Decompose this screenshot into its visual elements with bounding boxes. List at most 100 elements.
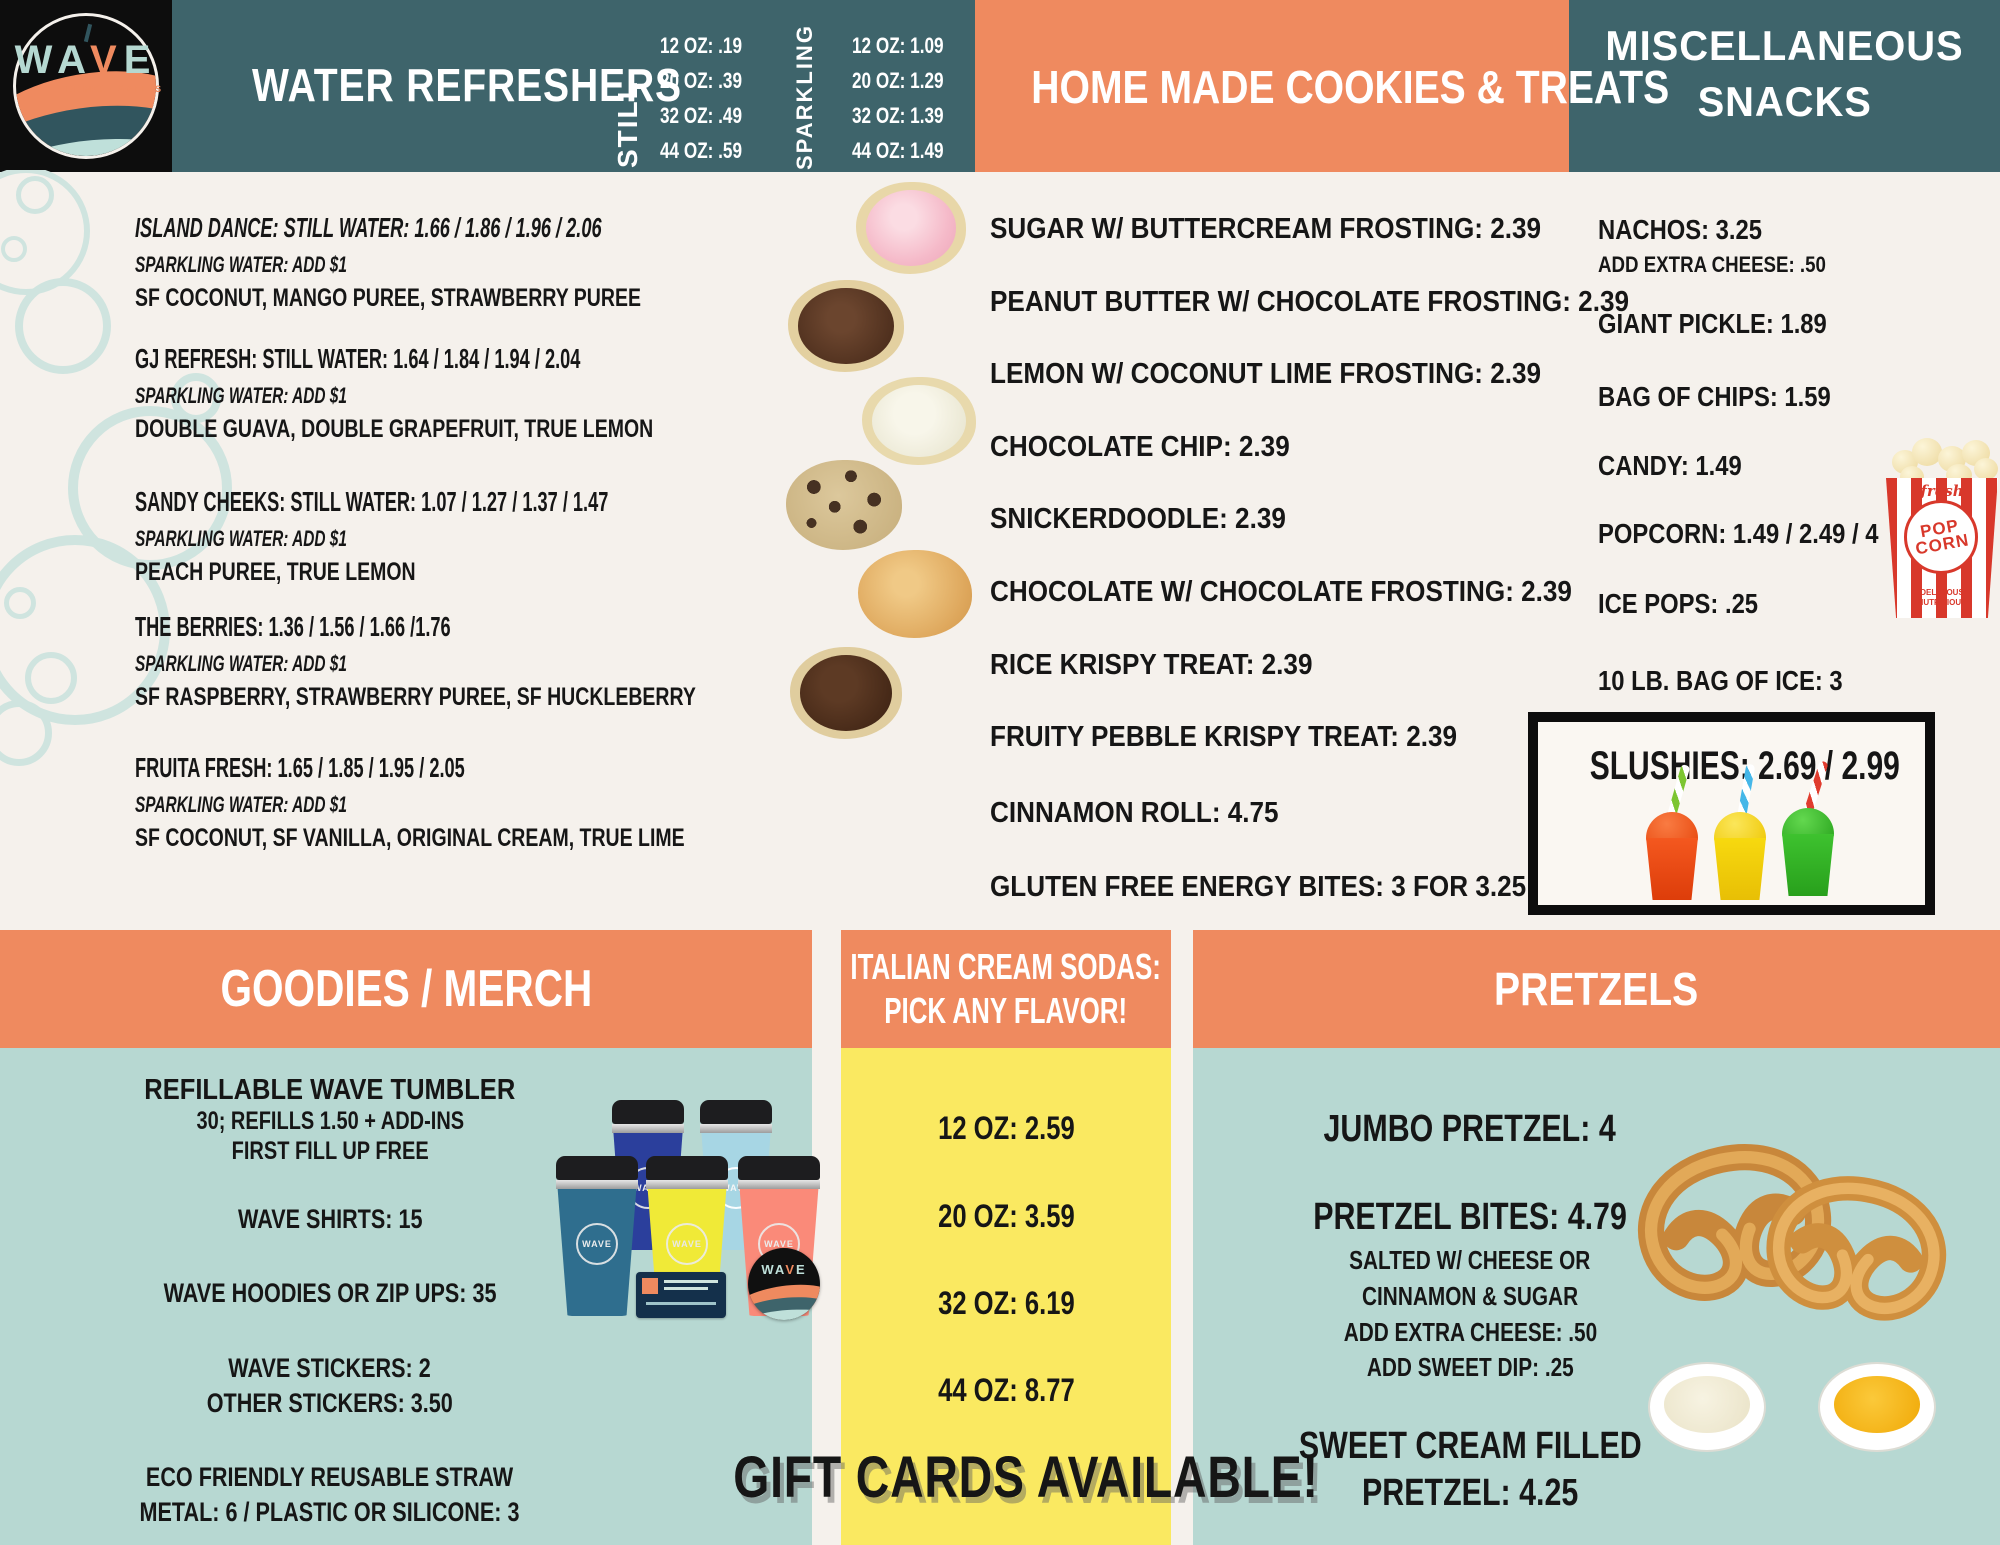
misc-header-band [1569,0,2000,172]
goodies-line: METAL: 6 / PLASTIC OR SILICONE: 3 [139,1497,521,1527]
sparkling-price-line: 44 OZ: 1.49 [852,138,944,163]
treat-row: SUGAR W/ BUTTERCREAM FROSTING: 2.39 [990,213,1542,245]
treat-row: GLUTEN FREE ENERGY BITES: 3 FOR 3.25 [990,871,1527,903]
slushie-orange-image [1643,763,1701,904]
bubble-icon [1,236,27,262]
water-item-flavors: SF COCONUT, MANGO PUREE, STRAWBERRY PURE… [135,284,641,312]
treat-row: CHOCOLATE W/ CHOCOLATE FROSTING: 2.39 [990,576,1572,608]
water-item-title: FRUITA FRESH: 1.65 / 1.85 / 1.95 / 2.05 [135,752,465,783]
popcorn-tagline: DELICIOUS NUTRITIOUS [1917,588,1967,607]
treat-row: RICE KRISPY TREAT: 2.39 [990,649,1313,681]
still-price-line: 20 OZ: .39 [660,68,743,93]
wave-wordmark: WAVE [14,38,158,82]
pretzel-line: ADD EXTRA CHEESE: .50 [1343,1317,1597,1347]
pretzels-title: PRETZELS [1494,963,1699,1015]
pretzels-header-band: PRETZELS [1193,930,2000,1048]
misc-row: POPCORN: 1.49 / 2.49 / 4 [1598,518,1879,549]
tumblers-image: WAVE WAVE WAVE WAVE WAVE WAVE [540,1090,840,1330]
misc-row: BAG OF CHIPS: 1.59 [1598,381,1831,412]
sugar-cookie-image [856,182,966,274]
bubble-icon [4,587,36,619]
water-refreshers-header-band [172,0,975,172]
soda-price-row: 44 OZ: 8.77 [937,1372,1075,1408]
bubble-icon [68,406,232,570]
pretzel-line: PRETZEL: 4.25 [1361,1472,1579,1514]
bubble-icon [15,278,111,374]
water-item-flavors: PEACH PUREE, TRUE LEMON [135,558,416,586]
water-item-flavors: DOUBLE GUAVA, DOUBLE GRAPEFRUIT, TRUE LE… [135,415,654,443]
water-item-title: GJ REFRESH: STILL WATER: 1.64 / 1.84 / 1… [135,343,581,374]
still-price-line: 12 OZ: .19 [660,33,743,58]
sodas-title-line1: ITALIAN CREAM SODAS: [850,946,1162,987]
goodies-line: WAVE SHIRTS: 15 [237,1204,423,1234]
goodies-header-band: GOODIES / MERCH [0,930,812,1048]
water-item-flavors: SF COCONUT, SF VANILLA, ORIGINAL CREAM, … [135,824,685,852]
water-item-note: SPARKLING WATER: ADD $1 [135,252,347,277]
pretzel-line: CINNAMON & SUGAR [1361,1281,1579,1311]
popcorn-fresh-script: fresh [1920,482,1964,500]
cream-dip-image [1648,1362,1766,1452]
pretzel-line: SALTED W/ CHEESE OR [1349,1245,1591,1275]
goodies-line: ECO FRIENDLY REUSABLE STRAW [146,1462,514,1492]
bubble-icon [16,176,54,214]
slushie-yellow-image [1711,763,1769,904]
water-item-note: SPARKLING WATER: ADD $1 [135,383,347,408]
soda-price-row: 20 OZ: 3.59 [937,1198,1075,1234]
cookies-title: HOME MADE COOKIES & TREATS [1031,61,1670,113]
cookies-header-band [975,0,1569,172]
cheese-dip-image [1818,1362,1936,1452]
pretzel-line: JUMBO PRETZEL: 4 [1323,1108,1617,1150]
bubbles-decoration [0,170,2000,930]
popcorn-box-image: fresh POP CORN DELICIOUS NUTRITIOUS [1886,436,1998,618]
sparkling-price-line: 32 OZ: 1.39 [852,103,944,128]
treat-row: PEANUT BUTTER W/ CHOCOLATE FROSTING: 2.3… [990,286,1629,318]
soda-price-row: 32 OZ: 6.19 [937,1285,1075,1321]
popcorn-circle-label: POP CORN [1904,500,1978,574]
brand-logo: WAVE DRINKS • SWEETS [0,0,172,172]
pretzel-line: ADD SWEET DIP: .25 [1366,1352,1574,1382]
wave-sticker-image: WAVE [748,1248,820,1320]
tumbler-teal-image: WAVE [556,1156,638,1316]
soda-price-row: 12 OZ: 2.59 [937,1110,1075,1146]
water-item-title: ISLAND DANCE: STILL WATER: 1.66 / 1.86 /… [135,212,602,243]
sodas-title-line2: PICK ANY FLAVOR! [884,990,1128,1031]
water-refreshers-title: WATER REFRESHERS [252,59,682,111]
bubble-icon [171,373,221,423]
water-item-title: SANDY CHEEKS: STILL WATER: 1.07 / 1.27 /… [135,486,609,517]
sparkling-price-line: 12 OZ: 1.09 [852,33,944,58]
pretzel-image [1766,1176,1947,1321]
misc-row: NACHOS: 3.25 [1598,214,1762,245]
snickerdoodle-cookie-image [858,550,972,638]
sodas-header-band: ITALIAN CREAM SODAS: PICK ANY FLAVOR! [841,930,1171,1048]
water-item-flavors: SF RASPBERRY, STRAWBERRY PUREE, SF HUCKL… [135,683,696,711]
bubble-icon [0,700,52,766]
goodies-line: FIRST FILL UP FREE [231,1137,429,1165]
treat-row: FRUITY PEBBLE KRISPY TREAT: 2.39 [990,721,1458,753]
misc-row-sub: ADD EXTRA CHEESE: .50 [1598,252,1826,277]
misc-title-line1: MISCELLANEOUS [1605,22,1964,69]
chocolate-chip-cookie-image [786,460,902,550]
goodies-line: WAVE HOODIES OR ZIP UPS: 35 [163,1278,497,1308]
gift-cards-banner: GIFT CARDS AVAILABLE! [733,1445,1319,1510]
chocolate-cookie-image [790,647,902,739]
slushie-green-image [1779,760,1837,900]
water-item-note: SPARKLING WATER: ADD $1 [135,526,347,551]
misc-row: 10 LB. BAG OF ICE: 3 [1598,665,1843,696]
sparkling-prices: 12 OZ: 1.09 20 OZ: 1.29 32 OZ: 1.39 44 O… [852,28,969,168]
goodies-line: WAVE STICKERS: 2 [228,1353,432,1383]
water-item-title: THE BERRIES: 1.36 / 1.56 / 1.66 /1.76 [135,611,451,642]
wordmark-v-cup: V [90,38,124,82]
goodies-line: 30; REFILLS 1.50 + ADD-INS [196,1107,464,1135]
logo-tagline: DRINKS • SWEETS [66,84,162,94]
still-label: STILL [612,80,643,168]
goodies-line: REFILLABLE WAVE TUMBLER [144,1074,516,1106]
still-price-line: 44 OZ: .59 [660,138,743,163]
misc-row: CANDY: 1.49 [1598,450,1742,481]
coconut-lime-cookie-image [862,377,976,465]
treat-row: CHOCOLATE CHIP: 2.39 [990,431,1290,463]
pretzel-line: SWEET CREAM FILLED [1298,1425,1642,1467]
misc-row: ICE POPS: .25 [1598,588,1759,619]
misc-row: GIANT PICKLE: 1.89 [1598,308,1827,339]
bubble-icon [25,652,77,704]
